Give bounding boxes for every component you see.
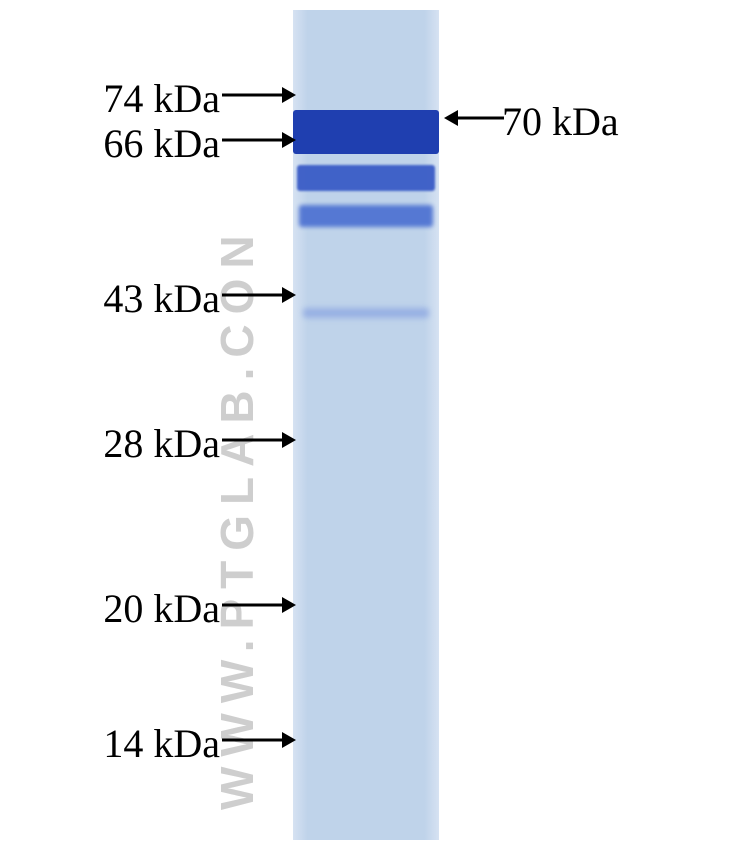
arrow-left-icon	[444, 110, 504, 126]
marker-label: 14 kDa	[103, 720, 220, 767]
marker-label: 74 kDa	[103, 75, 220, 122]
gel-band	[297, 165, 435, 191]
marker-label: 66 kDa	[103, 120, 220, 167]
gel-band	[299, 205, 433, 227]
marker-label: 28 kDa	[103, 420, 220, 467]
marker-label: 20 kDa	[103, 585, 220, 632]
arrow-right-icon	[222, 287, 296, 303]
marker-label: 43 kDa	[103, 275, 220, 322]
arrow-right-icon	[222, 732, 296, 748]
target-band-label: 70 kDa	[502, 98, 619, 145]
arrow-right-icon	[222, 597, 296, 613]
gel-band	[293, 110, 439, 154]
arrow-right-icon	[222, 132, 296, 148]
arrow-right-icon	[222, 87, 296, 103]
gel-figure: WWW.PTGLAB.CON 74 kDa66 kDa43 kDa28 kDa2…	[0, 0, 740, 855]
arrow-right-icon	[222, 432, 296, 448]
gel-band	[303, 308, 429, 318]
